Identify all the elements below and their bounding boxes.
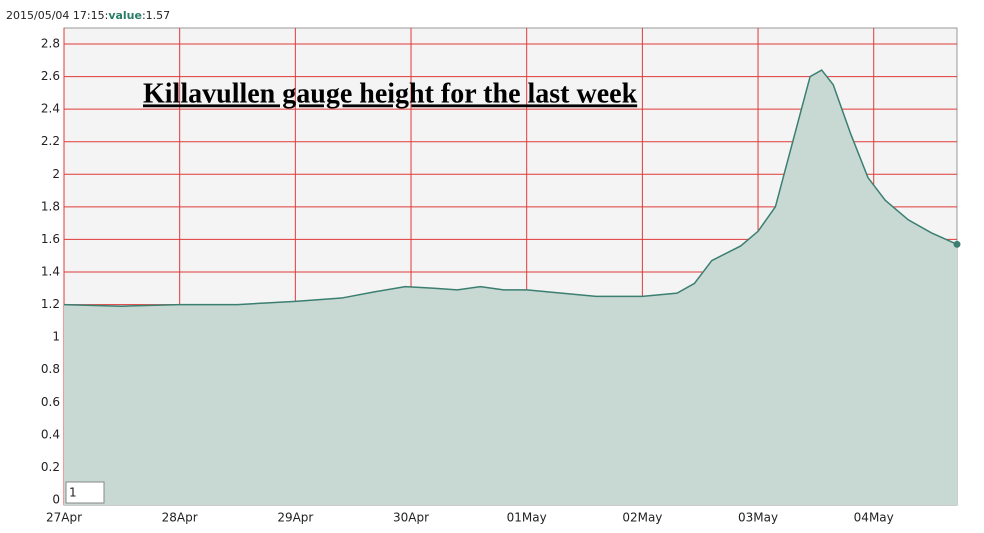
end-point (953, 240, 961, 248)
y-tick-label: 1 (52, 330, 60, 344)
range-box (65, 481, 105, 504)
line (63, 69, 958, 307)
y-tick-label: 2.8 (41, 37, 60, 51)
x-tick-label: 02May (622, 511, 662, 525)
x-tick-label: 30Apr (393, 511, 429, 525)
y-tick-label: 2.6 (41, 69, 60, 83)
readout-time: 2015/05/04 17:15: (6, 9, 108, 22)
area (64, 70, 957, 506)
y-tick-label: 1.2 (41, 297, 60, 311)
y-tick-label: 2.4 (41, 102, 60, 116)
y-tick-label: 0.8 (41, 362, 60, 376)
x-tick-label: 28Apr (162, 511, 198, 525)
readout-value: :1.57 (142, 9, 170, 22)
y-tick-label: 1.8 (41, 199, 60, 213)
range-box-label: 1 (69, 486, 77, 500)
x-tick-label: 27Apr (46, 511, 82, 525)
x-tick-label: 01May (507, 511, 547, 525)
y-tick-label: 0.2 (41, 460, 60, 474)
y-tick-label: 0 (52, 493, 60, 507)
y-tick-label: 2 (52, 167, 60, 181)
y-tick-label: 0.6 (41, 395, 60, 409)
y-tick-label: 2.2 (41, 134, 60, 148)
readout-label: value (108, 9, 142, 22)
readout: 2015/05/04 17:15:value:1.57 (6, 9, 170, 22)
x-tick-label: 03May (738, 511, 778, 525)
y-tick-label: 0.4 (41, 427, 60, 441)
x-tick-label: 04May (854, 511, 894, 525)
chart-title: Killavullen gauge height for the last we… (143, 78, 638, 109)
y-tick-label: 1.4 (41, 265, 60, 279)
x-tick-label: 29Apr (277, 511, 313, 525)
y-tick-label: 1.6 (41, 232, 60, 246)
